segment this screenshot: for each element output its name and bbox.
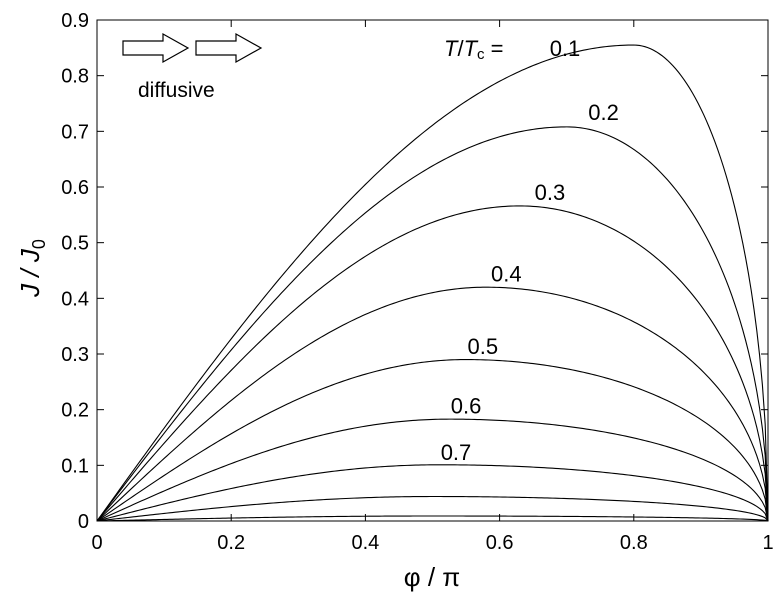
y-tick-label: 0.4 [61, 288, 89, 310]
curve-label: 0.1 [550, 36, 581, 61]
y-tick-label: 0.1 [61, 455, 89, 477]
x-tick-label: 0 [91, 532, 102, 554]
curve-series-9 [96, 515, 769, 522]
arrow-right-icon [122, 32, 190, 64]
curves [96, 44, 769, 522]
diffusive-arrows [122, 32, 263, 64]
diffusive-label: diffusive [138, 79, 215, 102]
x-tick-label: 0.6 [486, 532, 514, 554]
y-tick-label: 0 [78, 511, 89, 533]
curve-series-7 [96, 464, 769, 522]
y-axis-label: J / J0 [15, 239, 49, 298]
y-tick-label: 0.6 [61, 177, 89, 199]
curve-series-3 [96, 205, 769, 522]
y-tick-label: 0.7 [61, 121, 89, 143]
legend-prefix: T/Tc = [444, 36, 504, 63]
curve-series-2 [96, 126, 769, 522]
plot-area [96, 19, 769, 522]
x-tick-label: 0.4 [351, 532, 379, 554]
svg-text:J / J0: J / J0 [15, 239, 49, 298]
axis-ticks: 0 0.2 0.4 0.6 0.8 1 0 0.1 0.2 0.3 0.4 0.5 0.6 0.7 0.8 0… [61, 10, 773, 554]
curve-series-5 [96, 359, 769, 522]
curve-series-6 [96, 418, 769, 522]
x-tick-label: 1 [762, 532, 773, 554]
curve-series-4 [96, 286, 769, 522]
curve-series-1 [96, 44, 769, 522]
x-tick-label: 0.2 [217, 532, 245, 554]
x-axis-label: φ / π [404, 562, 460, 592]
y-tick-label: 0.8 [61, 66, 89, 88]
curve-labels: 0.1 0.2 0.3 0.4 0.5 0.6 0.7 [441, 36, 619, 465]
curve-label: 0.2 [588, 100, 619, 125]
y-tick-label: 0.2 [61, 400, 89, 422]
arrow-right-icon [195, 32, 263, 64]
x-tick-label: 0.8 [620, 532, 648, 554]
curve-label: 0.5 [468, 334, 499, 359]
curve-label: 0.3 [535, 180, 566, 205]
y-tick-label: 0.5 [61, 233, 89, 255]
plot-frame [96, 19, 769, 522]
curve-label: 0.6 [451, 394, 482, 419]
y-tick-label: 0.9 [61, 10, 89, 32]
curve-series-8 [96, 495, 769, 522]
curve-label: 0.4 [491, 262, 522, 287]
curve-label: 0.7 [441, 440, 472, 465]
y-tick-label: 0.3 [61, 344, 89, 366]
